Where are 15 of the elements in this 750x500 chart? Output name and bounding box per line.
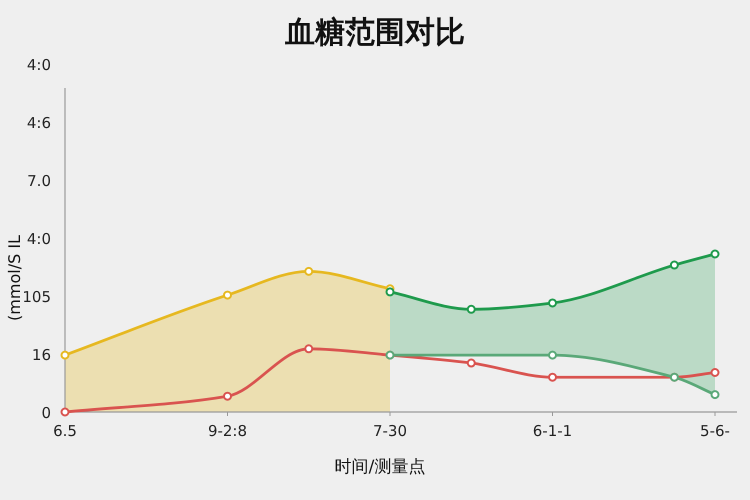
x-tick-label: 9-2:8 [208, 422, 248, 440]
chart-title: 血糖范围对比 [284, 15, 465, 50]
y-axis-title: (mmol/S IL [5, 234, 24, 321]
x-tick-label: 6.5 [53, 422, 77, 440]
text: 4:0 [26, 56, 51, 74]
x-tick-label: 6-1-1 [532, 422, 572, 440]
x-tick-label: 7-30 [372, 422, 408, 440]
x-tick-label: 5-6- [700, 422, 730, 440]
text: 4:6 [26, 114, 51, 132]
text: 4:0 [26, 230, 51, 248]
x-axis-title: 时间/测量点 [334, 457, 426, 477]
text: 7.0 [27, 172, 51, 190]
text: 105 [22, 288, 51, 306]
text: 0 [41, 404, 51, 422]
text: 16 [32, 346, 51, 364]
